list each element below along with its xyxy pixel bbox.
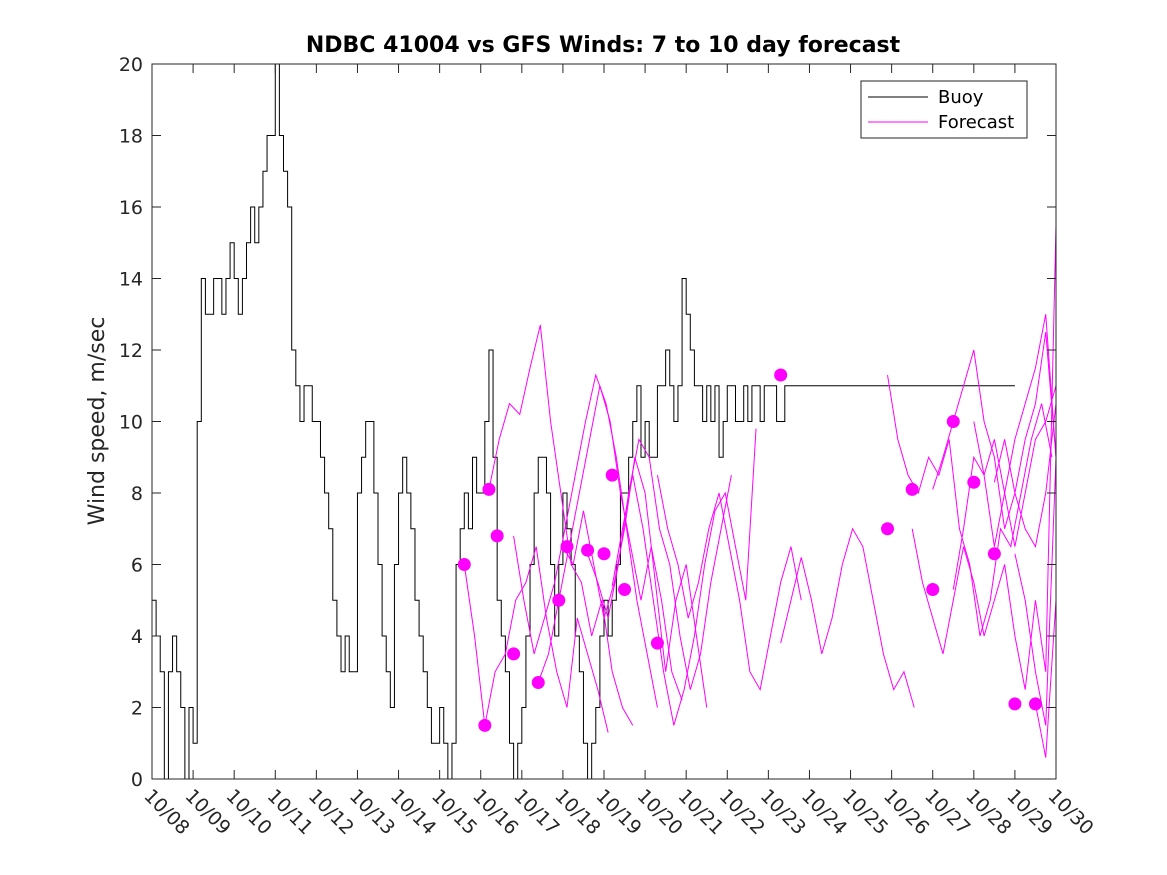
forecast-start-marker bbox=[457, 558, 471, 571]
axes: 0246810121416182010/0810/0910/1010/1110/… bbox=[119, 54, 1098, 839]
x-tick-label: 10/27 bbox=[920, 785, 974, 839]
forecast-start-marker bbox=[552, 593, 566, 607]
forecast-start-marker bbox=[560, 540, 574, 554]
x-tick-label: 10/25 bbox=[838, 785, 892, 839]
forecast-start-marker bbox=[1028, 697, 1042, 711]
forecast-series-line bbox=[463, 546, 609, 733]
x-tick-label: 10/21 bbox=[674, 785, 728, 839]
x-tick-label: 10/23 bbox=[756, 785, 810, 839]
x-tick-label: 10/15 bbox=[427, 785, 481, 839]
forecast-series-line bbox=[887, 374, 1053, 637]
x-tick-label: 10/20 bbox=[633, 785, 687, 839]
y-tick-label: 2 bbox=[131, 698, 143, 720]
x-tick-label: 10/08 bbox=[139, 785, 193, 839]
forecast-start-marker bbox=[1008, 697, 1022, 711]
forecast-series-line bbox=[780, 527, 915, 708]
x-tick-label: 10/24 bbox=[797, 785, 851, 839]
x-tick-label: 10/19 bbox=[591, 785, 645, 839]
forecast-series-line bbox=[911, 224, 1057, 690]
x-tick-label: 10/16 bbox=[468, 785, 522, 839]
forecast-series-line bbox=[488, 324, 634, 726]
x-tick-label: 10/11 bbox=[263, 785, 317, 839]
forecast-start-marker bbox=[618, 583, 632, 597]
forecast-start-marker bbox=[946, 415, 960, 428]
forecast-series-line bbox=[656, 475, 802, 692]
forecast-series-line bbox=[562, 457, 708, 708]
x-tick-label: 10/18 bbox=[550, 785, 604, 839]
forecast-start-marker bbox=[650, 636, 664, 650]
forecast-series-line bbox=[973, 385, 1057, 547]
forecast-start-marker bbox=[482, 482, 496, 496]
x-tick-label: 10/17 bbox=[509, 785, 563, 839]
x-tick-label: 10/28 bbox=[961, 785, 1015, 839]
x-tick-label: 10/09 bbox=[181, 785, 235, 839]
y-tick-label: 10 bbox=[119, 412, 143, 434]
forecast-start-marker bbox=[881, 522, 895, 536]
y-tick-label: 4 bbox=[131, 626, 143, 648]
forecast-series-line bbox=[611, 428, 757, 726]
y-tick-label: 18 bbox=[119, 126, 143, 148]
chart-title: NDBC 41004 vs GFS Winds: 7 to 10 day for… bbox=[306, 33, 901, 58]
y-axis-label: Wind speed, m/sec bbox=[85, 317, 110, 526]
forecast-series-line bbox=[932, 332, 1057, 529]
y-tick-label: 16 bbox=[119, 197, 143, 219]
y-tick-label: 6 bbox=[131, 555, 143, 577]
legend-buoy-label: Buoy bbox=[938, 87, 984, 108]
x-tick-label: 10/30 bbox=[1043, 785, 1097, 839]
forecast-start-marker bbox=[967, 475, 981, 489]
forecast-start-marker bbox=[581, 543, 595, 557]
forecast-start-marker bbox=[478, 718, 492, 732]
x-tick-label: 10/29 bbox=[1002, 785, 1056, 839]
forecast-start-marker bbox=[605, 468, 619, 482]
y-tick-label: 8 bbox=[131, 483, 143, 505]
legend-box bbox=[860, 80, 1028, 139]
forecast-series-line bbox=[952, 314, 1057, 590]
y-tick-label: 20 bbox=[119, 54, 143, 76]
forecast-series-line bbox=[993, 403, 1057, 549]
forecast-start-marker bbox=[490, 529, 504, 543]
forecast-series-line bbox=[513, 373, 658, 708]
forecast-start-marker bbox=[531, 675, 545, 689]
plot-area bbox=[152, 63, 1057, 780]
x-tick-label: 10/12 bbox=[304, 785, 358, 839]
forecast-series-line bbox=[1034, 600, 1057, 758]
y-tick-label: 14 bbox=[119, 269, 143, 291]
forecast-start-marker bbox=[926, 583, 940, 597]
legend-forecast-label: Forecast bbox=[938, 112, 1014, 133]
x-tick-label: 10/26 bbox=[879, 785, 933, 839]
legend: Buoy Forecast bbox=[860, 80, 1028, 139]
y-tick-label: 0 bbox=[131, 769, 143, 791]
forecast-start-marker bbox=[507, 647, 521, 661]
y-tick-label: 12 bbox=[119, 340, 143, 362]
buoy-series-line bbox=[152, 63, 1015, 780]
x-tick-label: 10/22 bbox=[715, 785, 769, 839]
x-tick-label: 10/13 bbox=[345, 785, 399, 839]
forecast-series-line bbox=[587, 437, 732, 690]
forecast-start-marker bbox=[597, 547, 611, 561]
x-tick-label: 10/10 bbox=[222, 785, 276, 839]
forecast-series-line bbox=[537, 385, 683, 701]
forecast-start-marker bbox=[774, 368, 788, 382]
forecast-start-marker bbox=[987, 547, 1001, 561]
x-tick-label: 10/14 bbox=[386, 785, 440, 839]
forecast-start-marker bbox=[905, 482, 919, 496]
